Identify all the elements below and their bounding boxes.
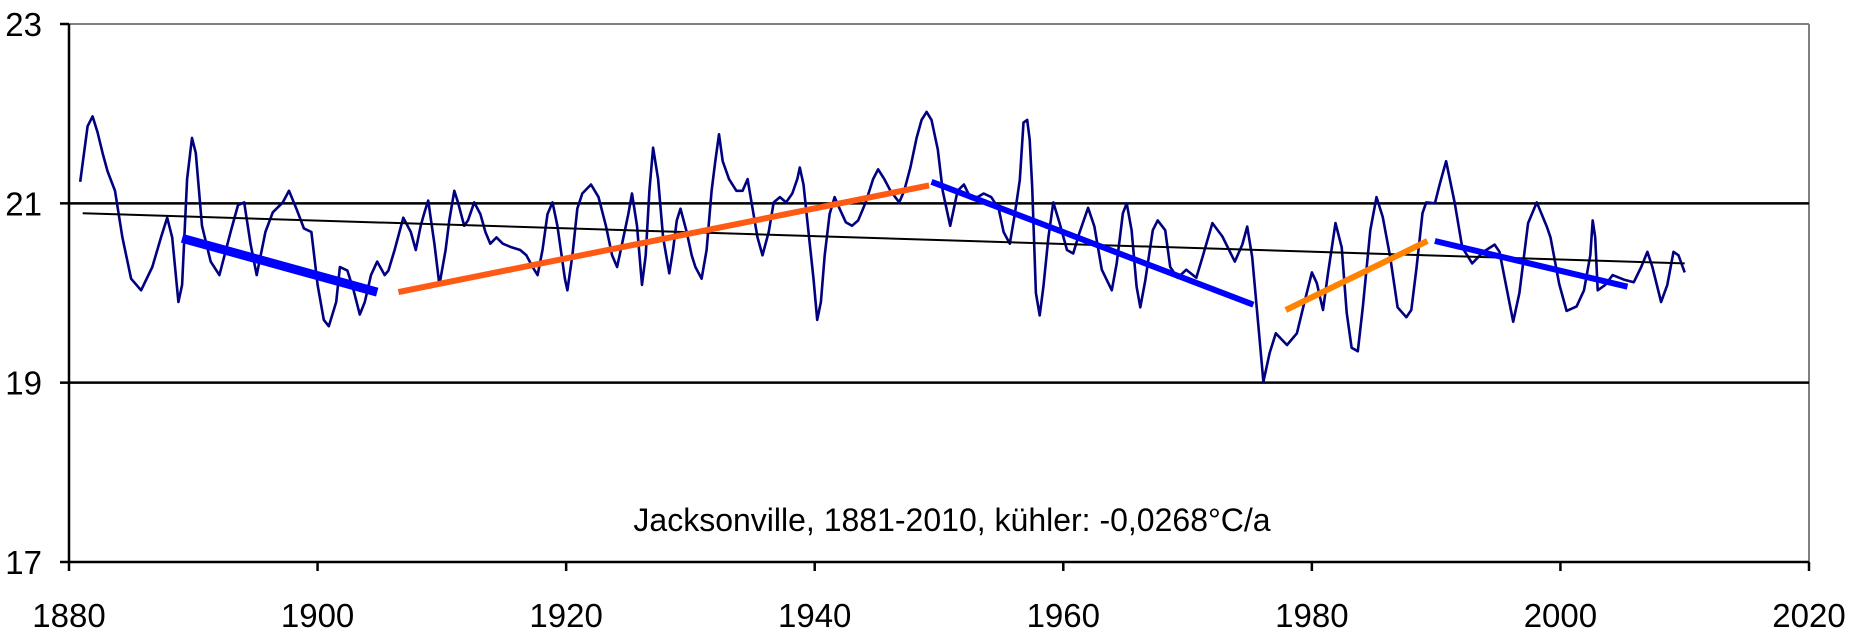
y-tick-label: 23 [5,6,42,43]
trend-warming-1-line [397,182,930,296]
gridlines [69,23,1810,562]
x-tick-label: 1920 [529,597,602,634]
trend-overall-line [82,212,1685,265]
y-tick-label: 17 [5,544,42,581]
x-tick-label: 1940 [778,597,851,634]
chart-title: Jacksonville, 1881-2010, kühler: -0,0268… [633,502,1270,538]
axes [60,22,1811,571]
x-tick-label: 2020 [1772,597,1845,634]
trend-warming-2-line [1284,238,1429,313]
x-tick-label: 1880 [32,597,105,634]
x-tick-label: 1900 [281,597,354,634]
x-axis-tick-labels: 1880 1900 1920 1940 1960 1980 2000 2020 [32,597,1845,634]
trend-cooling-line [1434,238,1629,290]
x-tick-label: 2000 [1524,597,1597,634]
y-axis-tick-labels: 17 19 21 23 [5,6,42,581]
trend-cooling-line [180,233,379,297]
x-tick-label: 1960 [1027,597,1100,634]
temperature-line [78,110,1686,384]
y-tick-label: 21 [5,185,42,222]
y-tick-label: 19 [5,365,42,402]
trend-cooling-line [930,178,1255,308]
series-layer [78,110,1686,384]
x-tick-label: 1980 [1275,597,1348,634]
